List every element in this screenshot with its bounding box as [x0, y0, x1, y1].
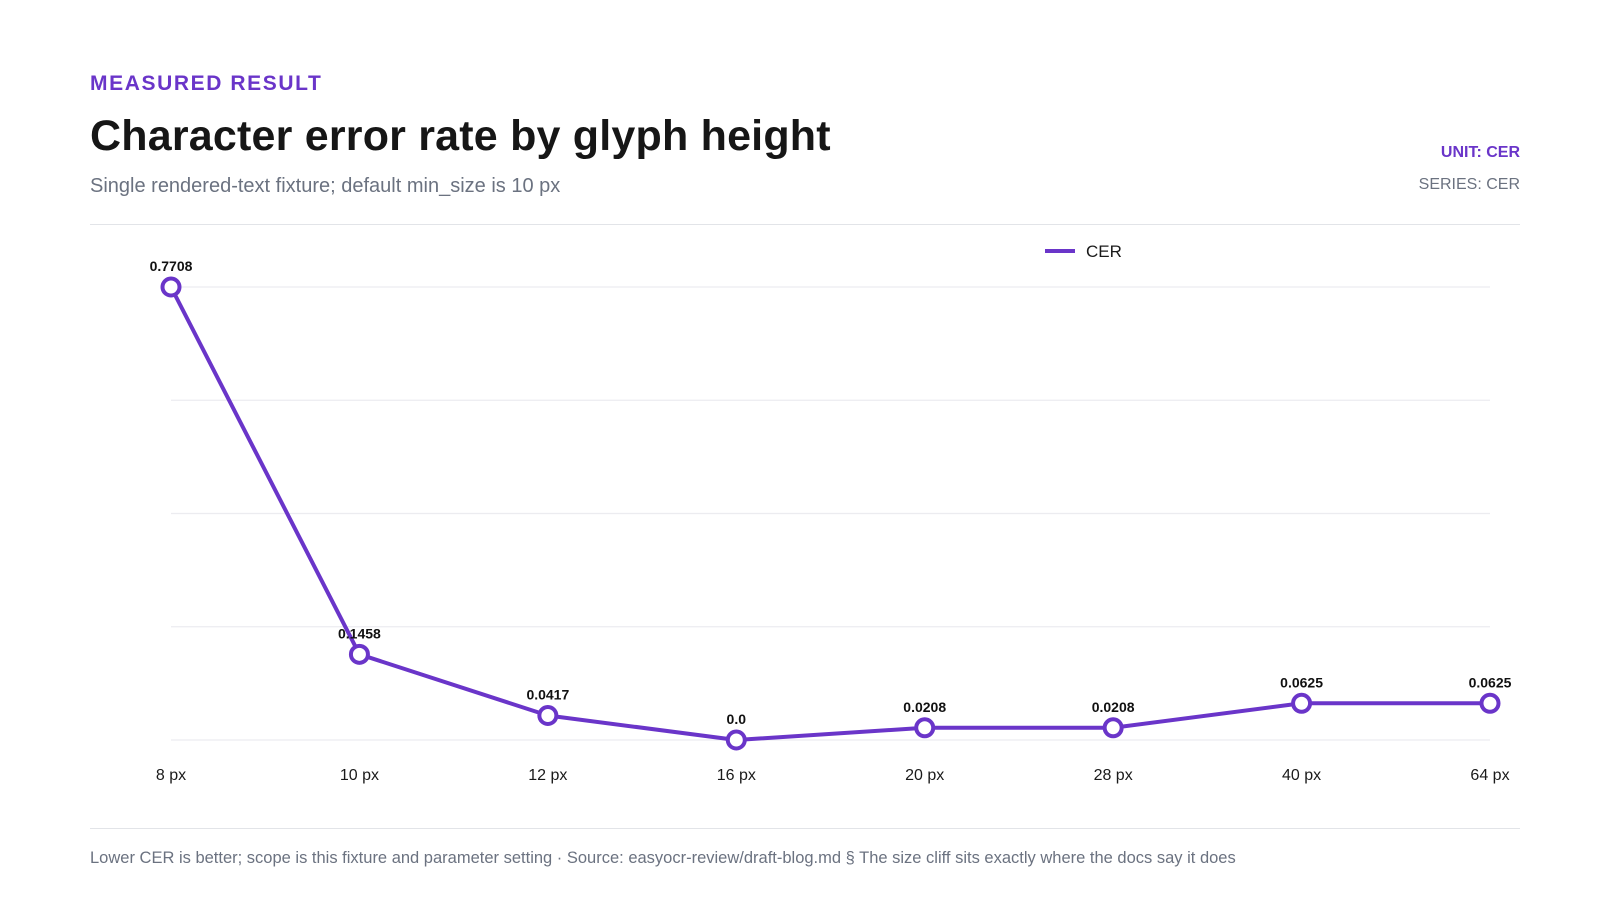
series-label: SERIES: CER: [1418, 176, 1520, 193]
x-tick-label: 16 px: [717, 767, 756, 784]
x-tick-label: 28 px: [1094, 767, 1133, 784]
data-point: [725, 729, 747, 751]
chart-title: Character error rate by glyph height: [90, 112, 831, 160]
x-tick-label: 64 px: [1470, 767, 1509, 784]
chart-subtitle: Single rendered-text fixture; default mi…: [90, 175, 561, 197]
data-point: [160, 276, 182, 298]
unit-label: UNIT: CER: [1440, 144, 1520, 161]
series-line-0: [169, 285, 1492, 742]
data-label: 0.7708: [150, 258, 193, 274]
data-point: [1291, 692, 1313, 714]
data-label: 0.1458: [338, 625, 381, 641]
data-label: 0.0417: [526, 686, 569, 702]
data-point: [1479, 692, 1501, 714]
x-tick-label: 20 px: [905, 767, 944, 784]
legend-label: CER: [1086, 242, 1122, 261]
top-divider: [90, 224, 1520, 225]
bottom-divider: [90, 828, 1520, 829]
data-point: [914, 717, 936, 739]
data-point: [1102, 717, 1124, 739]
data-label: 0.0625: [1280, 674, 1323, 690]
data-label: 0.0208: [1092, 699, 1135, 715]
x-tick-label: 12 px: [528, 767, 567, 784]
eyebrow-label: MEASURED RESULT: [90, 72, 323, 95]
x-tick-label: 40 px: [1282, 767, 1321, 784]
data-label: 0.0208: [903, 699, 946, 715]
x-tick-label: 8 px: [156, 767, 186, 784]
data-point: [348, 643, 370, 665]
x-tick-label: 10 px: [340, 767, 379, 784]
chart-footer-note: Lower CER is better; scope is this fixtu…: [90, 849, 1236, 867]
data-label: 0.0: [727, 711, 747, 727]
data-label: 0.0625: [1469, 674, 1512, 690]
data-point: [537, 704, 559, 726]
